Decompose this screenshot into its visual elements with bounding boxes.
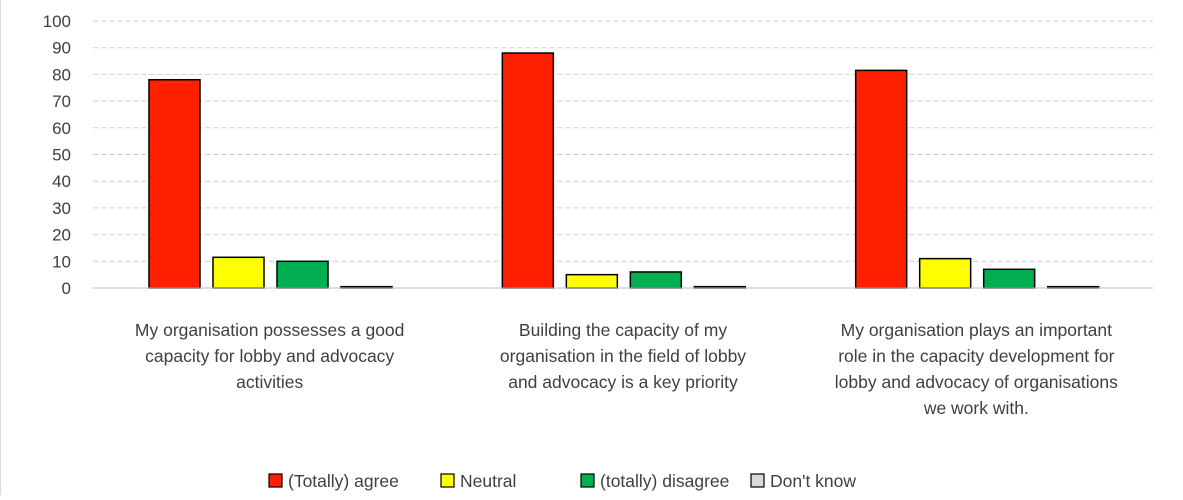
y-tick-label: 20 bbox=[52, 226, 71, 245]
category-label: activities bbox=[236, 372, 303, 392]
y-tick-label: 60 bbox=[52, 119, 71, 138]
bar-neutral bbox=[918, 257, 972, 289]
y-axis-ticks: 0 10 20 30 40 50 60 70 80 90 100 bbox=[43, 12, 71, 298]
y-tick-label: 50 bbox=[52, 146, 71, 165]
bar-totally-agree bbox=[501, 52, 555, 289]
category-label: we work with. bbox=[923, 398, 1029, 418]
category-label: role in the capacity development for bbox=[838, 346, 1114, 366]
y-tick-label: 90 bbox=[52, 39, 71, 58]
gridlines bbox=[93, 20, 1153, 262]
category-label: and advocacy is a key priority bbox=[508, 372, 738, 392]
legend: (Totally) agree Neutral (totally) disagree… bbox=[268, 471, 856, 491]
y-tick-label: 80 bbox=[52, 65, 71, 84]
legend-swatch bbox=[750, 473, 765, 488]
bar-neutral bbox=[565, 273, 619, 289]
category-label: organisation in the field of lobby bbox=[500, 346, 746, 366]
legend-label: (totally) disagree bbox=[600, 471, 729, 491]
legend-label: (Totally) agree bbox=[288, 471, 399, 491]
legend-label: Neutral bbox=[460, 471, 516, 491]
category-labels: My organisation possesses a good capacity… bbox=[135, 320, 1118, 418]
bar-totally-disagree bbox=[629, 271, 683, 289]
bars bbox=[148, 52, 1100, 289]
y-tick-label: 0 bbox=[62, 279, 71, 298]
legend-swatch bbox=[580, 473, 595, 488]
category-label: capacity for lobby and advocacy bbox=[145, 346, 394, 366]
category-label: Building the capacity of my bbox=[519, 320, 727, 340]
y-tick-label: 10 bbox=[52, 252, 71, 271]
bar-totally-agree bbox=[148, 78, 201, 289]
y-tick-label: 30 bbox=[52, 199, 71, 218]
legend-swatch bbox=[440, 473, 455, 488]
y-tick-label: 40 bbox=[52, 172, 71, 191]
legend-swatch bbox=[268, 473, 283, 488]
bar-totally-disagree bbox=[276, 260, 329, 289]
y-tick-label: 70 bbox=[52, 92, 71, 111]
legend-label: Don't know bbox=[770, 471, 856, 491]
y-tick-label: 100 bbox=[43, 12, 71, 31]
bar-totally-agree bbox=[854, 69, 908, 289]
category-label: lobby and advocacy of organisations bbox=[835, 372, 1118, 392]
bar-neutral bbox=[212, 256, 265, 289]
category-label: My organisation plays an important bbox=[841, 320, 1113, 340]
bar-totally-disagree bbox=[982, 268, 1036, 289]
category-label: My organisation possesses a good bbox=[135, 320, 404, 340]
